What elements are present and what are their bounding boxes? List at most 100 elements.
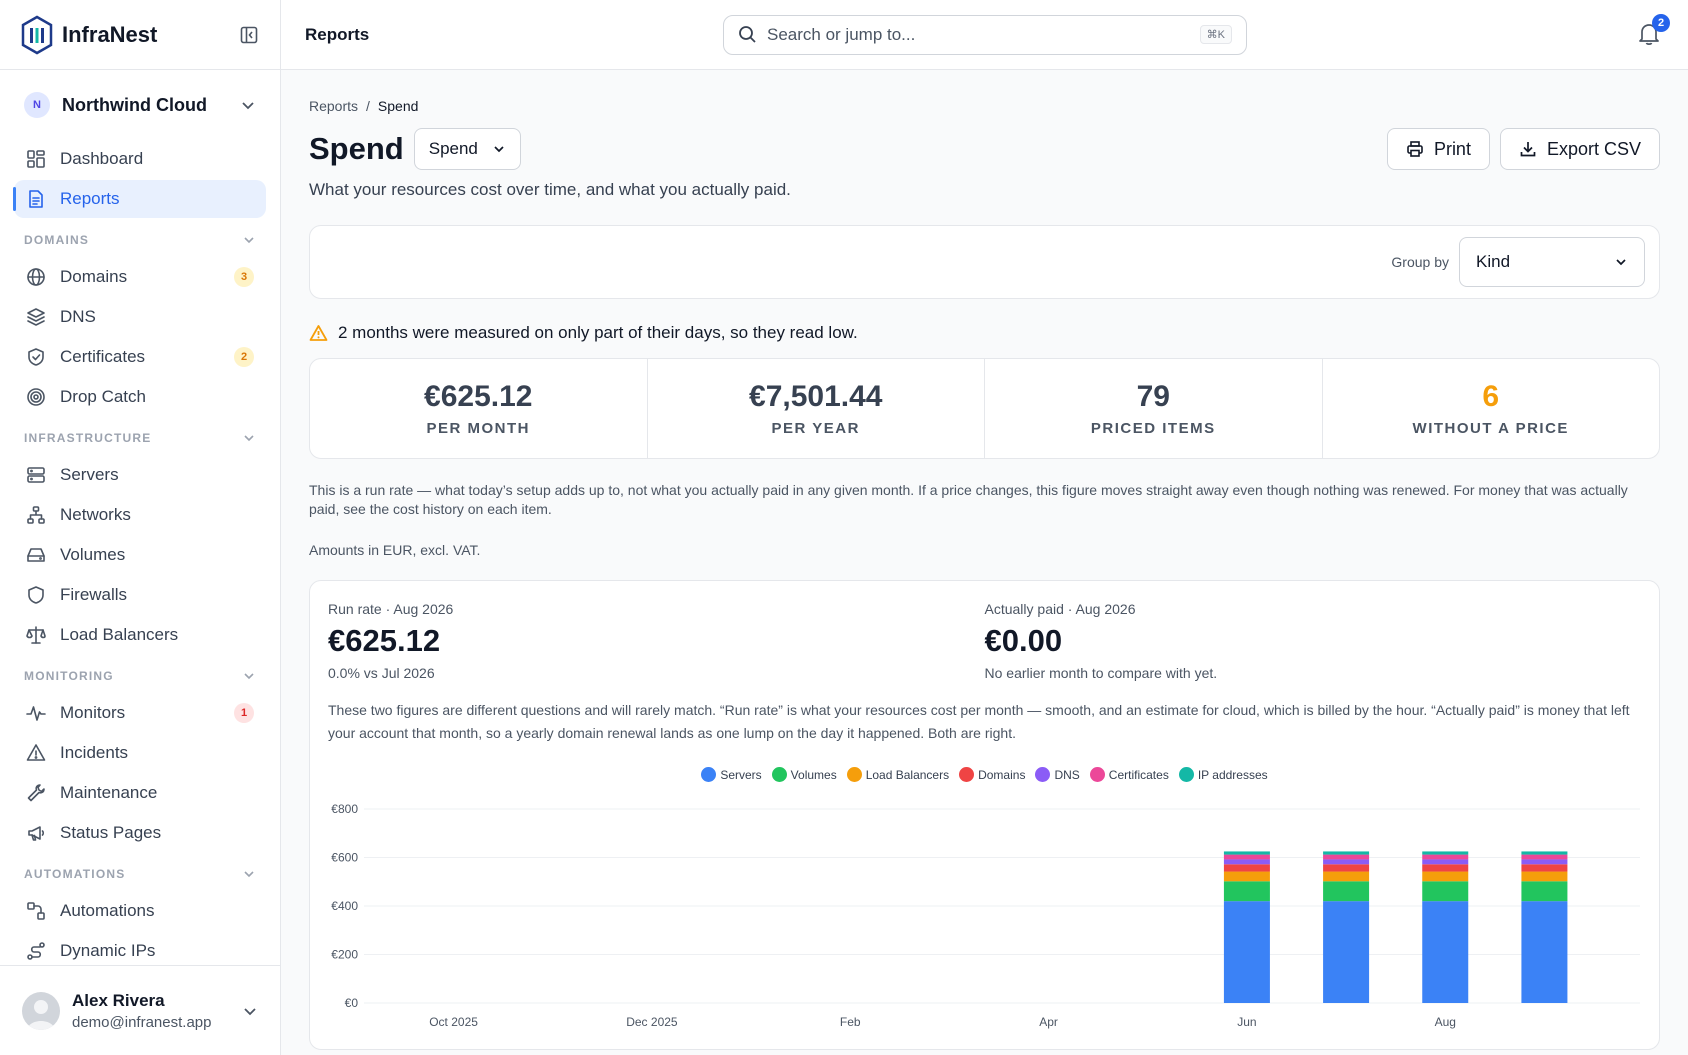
route-icon [27,942,45,960]
sidebar-section-infrastructure[interactable]: INFRASTRUCTURE [14,420,266,456]
sidebar-item-label: Incidents [60,743,129,762]
sidebar-item-volumes[interactable]: Volumes [14,536,266,574]
spend-chart-panel: Run rate · Aug 2026 €625.12 0.0% vs Jul … [309,580,1660,1050]
scale-icon [26,626,46,644]
x-tick-label: Aug [1435,1015,1456,1029]
bar-segment-load-balancers [1223,871,1270,882]
sidebar-item-dashboard[interactable]: Dashboard [14,140,266,178]
org-switcher[interactable]: N Northwind Cloud [0,70,280,140]
sidebar-item-automations[interactable]: Automations [14,892,266,930]
legend-swatch [771,767,787,782]
sidebar-item-reports[interactable]: Reports [13,180,266,218]
stat-per-year: €7,501.44 PER YEAR [648,359,985,458]
sidebar-item-dns[interactable]: DNS [14,298,266,336]
legend-swatch [959,767,975,782]
export-csv-button[interactable]: Export CSV [1499,128,1660,170]
stat-value: 79 [1136,380,1170,413]
stat-label: PER MONTH [426,420,530,437]
chevron-down-icon [242,102,254,110]
legend-item-servers[interactable]: Servers [701,767,762,782]
page-title: Spend [309,131,404,166]
sidebar-nav: Dashboard Reports DOMAINS Domains 3 DNS Certif… [0,140,280,970]
breadcrumb-separator: / [366,98,370,114]
chevron-down-icon [244,871,254,878]
legend-label: Volumes [790,767,837,782]
bar-segment-ip-addresses [1422,851,1469,855]
legend-item-ip-addresses[interactable]: IP addresses [1178,767,1268,782]
run-rate-summary: Run rate · Aug 2026 €625.12 0.0% vs Jul … [328,601,985,681]
y-tick-label: €200 [331,948,358,962]
legend-item-volumes[interactable]: Volumes [771,767,837,782]
search-input[interactable]: Search or jump to... ⌘K [723,14,1247,55]
sidebar-item-certificates[interactable]: Certificates 2 [14,338,266,376]
actually-paid-label: Actually paid · Aug 2026 [984,601,1136,617]
legend-item-domains[interactable]: Domains [959,767,1025,782]
chevron-down-icon [244,237,254,244]
filter-bar: Group by Kind [309,225,1660,299]
sidebar-item-networks[interactable]: Networks [14,496,266,534]
group-by-select[interactable]: Kind [1459,237,1645,287]
sidebar: InfraNest N Northwind Cloud Dashboard Rep… [0,0,281,1055]
export-csv-label: Export CSV [1546,138,1641,159]
alert-triangle-icon [26,744,46,761]
stat-value: 6 [1482,380,1500,413]
warning-icon [309,325,328,341]
count-badge: 3 [234,267,254,287]
breadcrumb-reports-link[interactable]: Reports [309,98,359,114]
notification-count-badge: 2 [1652,14,1670,32]
megaphone-icon [28,826,45,841]
sidebar-item-maintenance[interactable]: Maintenance [14,774,266,812]
legend-item-load-balancers[interactable]: Load Balancers [846,767,950,782]
bar-segment-certificates [1323,854,1370,860]
bar-segment-ip-addresses [1223,851,1270,855]
legend-label: IP addresses [1197,767,1268,782]
legend-label: Load Balancers [865,767,950,782]
brand-bar: InfraNest [0,0,280,70]
legend-item-dns[interactable]: DNS [1035,767,1080,782]
bar-segment-certificates [1521,854,1568,860]
bar-segment-dns [1422,859,1469,865]
sidebar-item-status-pages[interactable]: Status Pages [14,814,266,852]
print-label: Print [1433,138,1471,159]
notifications-button[interactable]: 2 [1638,14,1670,48]
sidebar-section-monitoring[interactable]: MONITORING [14,658,266,694]
sidebar-item-label: DNS [60,307,96,326]
sidebar-item-incidents[interactable]: Incidents [14,734,266,772]
brand-name[interactable]: InfraNest [62,21,158,47]
pulse-icon [26,706,46,721]
stat-per-month: €625.12 PER MONTH [310,359,648,458]
stat-value: €625.12 [424,380,533,413]
sidebar-item-drop-catch[interactable]: Drop Catch [14,378,266,416]
sidebar-section-automations[interactable]: AUTOMATIONS [14,856,266,892]
sidebar-item-label: Load Balancers [60,625,179,644]
legend-swatch [1035,767,1051,782]
sidebar-item-domains[interactable]: Domains 3 [14,258,266,296]
sidebar-item-label: Drop Catch [60,387,146,406]
collapse-sidebar-button[interactable] [238,24,260,46]
y-tick-label: €0 [345,996,359,1010]
sidebar-item-servers[interactable]: Servers [14,456,266,494]
bar-segment-volumes [1422,881,1469,902]
search-shortcut: ⌘K [1199,25,1232,44]
sidebar-item-monitors[interactable]: Monitors 1 [14,694,266,732]
user-name: Alex Rivera [72,990,165,1010]
sidebar-item-firewalls[interactable]: Firewalls [14,576,266,614]
print-button[interactable]: Print [1386,128,1490,170]
header-title: Reports [305,24,370,44]
search-icon [739,26,756,43]
user-menu[interactable]: Alex Rivera demo@infranest.app [0,965,280,1055]
x-tick-label: Apr [1039,1015,1058,1029]
network-icon [27,506,45,524]
bar-segment-load-balancers [1422,871,1469,882]
sidebar-item-label: Automations [60,901,155,920]
sidebar-section-domains[interactable]: DOMAINS [14,222,266,258]
brand-logo-icon[interactable] [20,15,54,55]
report-type-select[interactable]: Spend [413,128,521,170]
workflow-icon [27,902,45,920]
stat-without-price[interactable]: 6 WITHOUT A PRICE [1323,359,1660,458]
legend-swatch [701,767,717,782]
sidebar-item-load-balancers[interactable]: Load Balancers [14,616,266,654]
legend-item-certificates[interactable]: Certificates [1089,767,1169,782]
warning-text: 2 months were measured on only part of t… [338,323,858,342]
sidebar-item-dynamic-ips[interactable]: Dynamic IPs [14,932,266,970]
